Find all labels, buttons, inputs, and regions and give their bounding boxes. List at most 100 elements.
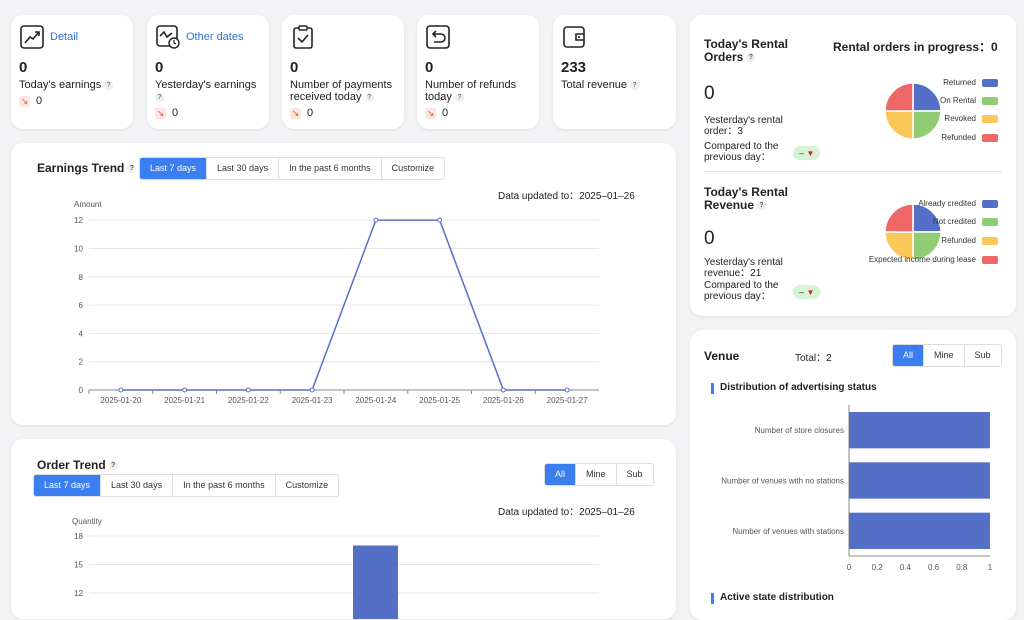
- data-point: [500, 387, 506, 393]
- tab-all[interactable]: All: [545, 464, 577, 485]
- help-icon[interactable]: ?: [746, 53, 756, 63]
- order-trend-card: Order Trend? Last 7 days Last 30 days In…: [11, 439, 676, 619]
- y-tick-label: 15: [74, 561, 83, 570]
- stat-card-payments-today: 0 Number of payments received today? ↘ 0: [282, 15, 404, 129]
- stat-value: 0: [425, 59, 434, 76]
- stat-change: ↘ 0: [425, 107, 449, 119]
- stat-change: ↘ 0: [290, 107, 314, 119]
- earnings-line-chart: 0 2 4 6 8 10 12 2025-01-20 2025-01-21 2025-01-22 2…: [74, 216, 599, 405]
- y-tick-label: 0: [79, 386, 84, 395]
- legend-refunded: Refunded: [941, 133, 998, 142]
- stat-label: Yesterday's earnings?: [155, 79, 257, 102]
- stat-label: Number of payments received today?: [290, 79, 393, 103]
- tab-past-6-months[interactable]: In the past 6 months: [279, 158, 382, 179]
- tab-all[interactable]: All: [893, 345, 925, 366]
- pie-slice: [884, 110, 914, 140]
- legend-returned: Returned: [943, 78, 998, 87]
- stat-value: 0: [155, 59, 164, 76]
- pie-slice: [884, 203, 914, 233]
- stat-card-yesterday-earnings: Other dates 0 Yesterday's earnings? ↘ 0: [147, 15, 269, 129]
- pie-slice: [912, 82, 942, 112]
- y-tick-label: 2: [79, 358, 84, 367]
- tab-last-30-days[interactable]: Last 30 days: [101, 475, 174, 496]
- y-tick-label: 18: [74, 532, 83, 541]
- tab-last-7-days[interactable]: Last 7 days: [34, 475, 102, 496]
- stat-label: Total revenue?: [561, 79, 640, 91]
- tab-customize[interactable]: Customize: [381, 158, 445, 179]
- x-tick-label: 2025-01-21: [164, 396, 205, 405]
- tab-sub[interactable]: Sub: [964, 345, 1001, 366]
- rental-revenue-pie: [884, 203, 942, 261]
- help-icon[interactable]: ?: [155, 92, 164, 102]
- order-bar-chart: 12 15 18: [74, 532, 599, 619]
- y-axis-label: Amount: [74, 200, 102, 209]
- pie-slice: [884, 82, 914, 112]
- data-updated-label: Data updated to：2025–01–26: [498, 191, 635, 202]
- clipboard-check-icon: [293, 25, 313, 49]
- y-tick-label: 12: [74, 216, 83, 225]
- venue-title: Venue: [704, 349, 740, 363]
- rental-orders-value: 0: [704, 83, 715, 104]
- divider: [704, 171, 1002, 172]
- y-tick-label: 4: [79, 329, 84, 338]
- help-icon[interactable]: ?: [454, 92, 464, 102]
- earnings-range-tabs: Last 7 days Last 30 days In the past 6 m…: [139, 157, 446, 180]
- pie-slice: [912, 110, 942, 140]
- x-tick-label: 0.2: [872, 563, 884, 572]
- stat-card-today-earnings: Detail 0 Today's earnings? ↘ 0: [11, 15, 133, 129]
- data-point: [118, 387, 124, 393]
- stat-label: Today's earnings?: [19, 79, 114, 91]
- advertising-status-bar-chart: 0 0.2 0.4 0.6 0.8 1 Number of store closures Nu…: [721, 405, 993, 572]
- tab-mine[interactable]: Mine: [576, 464, 617, 485]
- help-icon[interactable]: ?: [127, 164, 137, 174]
- legend-refunded: Refunded: [941, 236, 998, 245]
- detail-link[interactable]: Detail: [50, 31, 79, 43]
- tab-mine[interactable]: Mine: [924, 345, 965, 366]
- pie-slice: [912, 203, 942, 233]
- rental-revenue-title: Today's Rental Revenue?: [704, 185, 788, 212]
- tab-sub[interactable]: Sub: [616, 464, 653, 485]
- tab-last-7-days[interactable]: Last 7 days: [140, 158, 208, 179]
- pie-slice: [912, 231, 942, 261]
- data-updated-label: Data updated to：2025–01–26: [498, 507, 635, 518]
- rental-orders-compared: Compared to the previous day：: [704, 141, 779, 163]
- tab-customize[interactable]: Customize: [275, 475, 339, 496]
- y-tick-label: 10: [74, 244, 83, 253]
- stat-card-refunds-today: 0 Number of refunds today? ↘ 0: [417, 15, 539, 129]
- x-tick-label: 0: [847, 563, 852, 572]
- series-line: [120, 219, 568, 391]
- tab-last-30-days[interactable]: Last 30 days: [207, 158, 280, 179]
- other-dates-link[interactable]: Other dates: [186, 31, 244, 43]
- legend-expected-income: Expected income during lease: [869, 255, 998, 264]
- x-tick-label: 1: [988, 563, 993, 572]
- x-tick-label: 2025-01-26: [483, 396, 524, 405]
- x-tick-label: 2025-01-27: [547, 396, 588, 405]
- help-icon[interactable]: ?: [108, 461, 118, 471]
- venue-card: Venue Total：2 All Mine Sub Distribution …: [690, 330, 1016, 620]
- arrow-down-icon: ↘: [425, 108, 436, 119]
- arrow-down-icon: ↘: [155, 108, 166, 119]
- help-icon[interactable]: ?: [364, 92, 374, 102]
- stat-value: 233: [561, 59, 587, 76]
- stat-value: 0: [19, 59, 28, 76]
- pie-slice: [884, 231, 914, 261]
- order-trend-title: Order Trend?: [37, 458, 118, 472]
- y-tick-label: 12: [74, 589, 83, 598]
- venue-total: Total：2: [795, 353, 832, 364]
- wallet-icon: [563, 26, 585, 48]
- help-icon[interactable]: ?: [104, 80, 114, 90]
- earnings-trend-card: Earnings Trend? Last 7 days Last 30 days…: [11, 143, 676, 425]
- trend-up-icon: [20, 25, 44, 49]
- rental-orders-pie: [884, 82, 942, 140]
- tab-past-6-months[interactable]: In the past 6 months: [173, 475, 276, 496]
- bar: [849, 512, 990, 549]
- help-icon[interactable]: ?: [757, 201, 767, 211]
- rental-orders-yesterday: Yesterday's rental order：3: [704, 115, 783, 137]
- legend-revoked: Revoked: [944, 114, 998, 123]
- x-tick-label: 2025-01-22: [228, 396, 269, 405]
- arrow-down-icon: ↘: [290, 108, 301, 119]
- rental-card: Today's Rental Orders? Rental orders in …: [690, 15, 1016, 316]
- help-icon[interactable]: ?: [630, 80, 640, 90]
- bar: [849, 412, 990, 449]
- data-point: [373, 217, 379, 223]
